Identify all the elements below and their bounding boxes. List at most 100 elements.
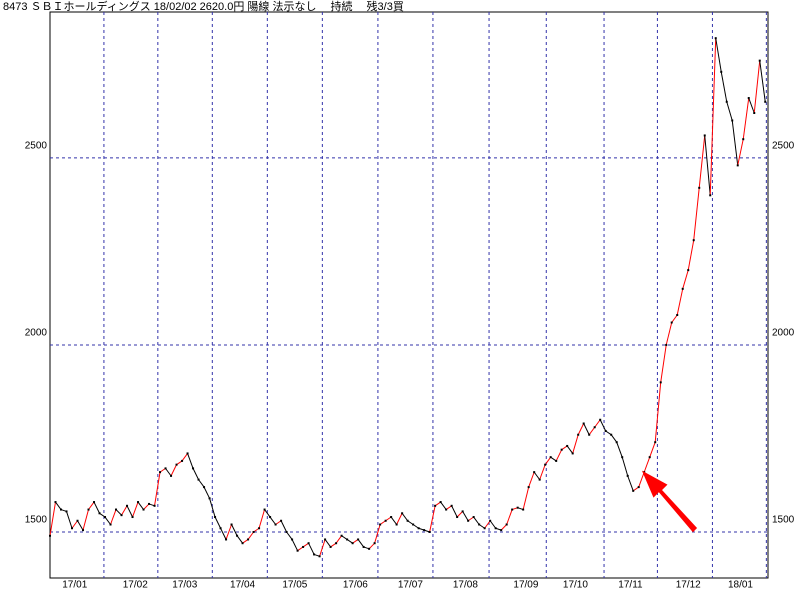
price-point <box>472 516 475 519</box>
price-point <box>269 516 272 519</box>
price-segment <box>203 486 211 499</box>
price-segment <box>720 71 728 102</box>
price-point <box>307 542 310 545</box>
price-segment <box>335 535 343 544</box>
price-point <box>335 542 338 545</box>
price-point <box>621 456 624 459</box>
price-point <box>494 527 497 530</box>
price-point <box>230 523 233 526</box>
x-tick-label: 17/02 <box>123 580 148 591</box>
price-point <box>434 504 437 507</box>
price-point <box>192 467 195 470</box>
price-segment <box>258 509 266 529</box>
price-point <box>54 501 57 504</box>
price-point <box>406 519 409 522</box>
price-segment <box>324 539 332 548</box>
price-segment <box>220 528 227 540</box>
price-segment <box>71 520 78 529</box>
price-point <box>648 456 651 459</box>
price-point <box>687 269 690 272</box>
arrow <box>641 470 698 533</box>
price-point <box>71 527 74 530</box>
price-point <box>505 523 508 526</box>
price-point <box>153 504 156 507</box>
price-segment <box>357 539 365 548</box>
price-segment <box>676 288 684 316</box>
price-point <box>208 497 211 500</box>
price-point <box>533 471 536 474</box>
price-point <box>159 471 162 474</box>
price-point <box>291 538 294 541</box>
price-segment <box>616 442 623 458</box>
price-segment <box>82 509 89 531</box>
price-point <box>137 501 140 504</box>
price-point <box>60 508 63 511</box>
price-point <box>219 527 222 530</box>
price-point <box>324 538 327 541</box>
price-segment <box>374 524 381 544</box>
price-point <box>450 504 453 507</box>
price-segment <box>49 501 56 536</box>
price-point <box>296 549 299 552</box>
price-segment <box>286 531 293 540</box>
x-tick-label: 17/04 <box>230 580 255 591</box>
price-segment <box>473 516 480 525</box>
x-tick-label: 17/05 <box>282 580 307 591</box>
price-point <box>489 519 492 522</box>
price-point <box>654 441 657 444</box>
price-segment <box>236 535 243 544</box>
price-segment <box>214 516 222 529</box>
price-point <box>76 519 79 522</box>
price-segment <box>731 120 739 166</box>
y-tick-label-right: 2500 <box>772 141 795 152</box>
price-point <box>709 194 712 197</box>
price-point <box>428 530 431 533</box>
price-point <box>302 545 305 548</box>
price-point <box>522 508 525 511</box>
price-segment <box>737 139 744 166</box>
price-point <box>423 529 426 532</box>
price-segment <box>627 475 634 492</box>
price-segment <box>698 135 706 188</box>
price-point <box>753 112 756 115</box>
price-point <box>186 452 189 455</box>
price-point <box>615 441 618 444</box>
x-tick-label: 17/12 <box>676 580 701 591</box>
price-point <box>582 422 585 425</box>
price-segment <box>451 505 458 518</box>
price-point <box>285 530 288 533</box>
price-point <box>203 486 206 489</box>
price-segment <box>66 511 73 529</box>
price-segment <box>264 509 271 518</box>
chart-title: 8473 ＳＢＩホールディングス 18/02/02 2620.0円 陽線 法示な… <box>3 0 404 13</box>
price-point <box>681 287 684 290</box>
y-tick-label: 1500 <box>25 515 48 526</box>
price-point <box>720 70 723 73</box>
price-point <box>181 459 184 462</box>
price-segment <box>231 524 238 536</box>
x-tick-label: 17/06 <box>343 580 368 591</box>
price-segment <box>187 453 194 469</box>
price-segment <box>715 38 722 72</box>
price-segment <box>396 513 403 525</box>
price-segment <box>572 434 579 454</box>
price-point <box>115 508 118 511</box>
price-point <box>49 534 51 537</box>
x-tick-label: 17/08 <box>453 580 478 591</box>
price-point <box>82 529 85 532</box>
price-segment <box>429 505 436 533</box>
price-point <box>263 508 266 511</box>
price-segment <box>192 468 200 480</box>
price-segment <box>269 516 276 525</box>
price-point <box>593 426 596 429</box>
price-segment <box>665 322 673 346</box>
price-segment <box>280 520 288 533</box>
x-tick-label: 17/11 <box>618 580 643 591</box>
price-point <box>747 97 750 100</box>
price-point <box>247 538 250 541</box>
price-point <box>131 516 134 519</box>
price-segment <box>489 520 497 529</box>
price-segment <box>462 511 469 522</box>
price-point <box>731 119 734 122</box>
price-segment <box>77 520 84 531</box>
